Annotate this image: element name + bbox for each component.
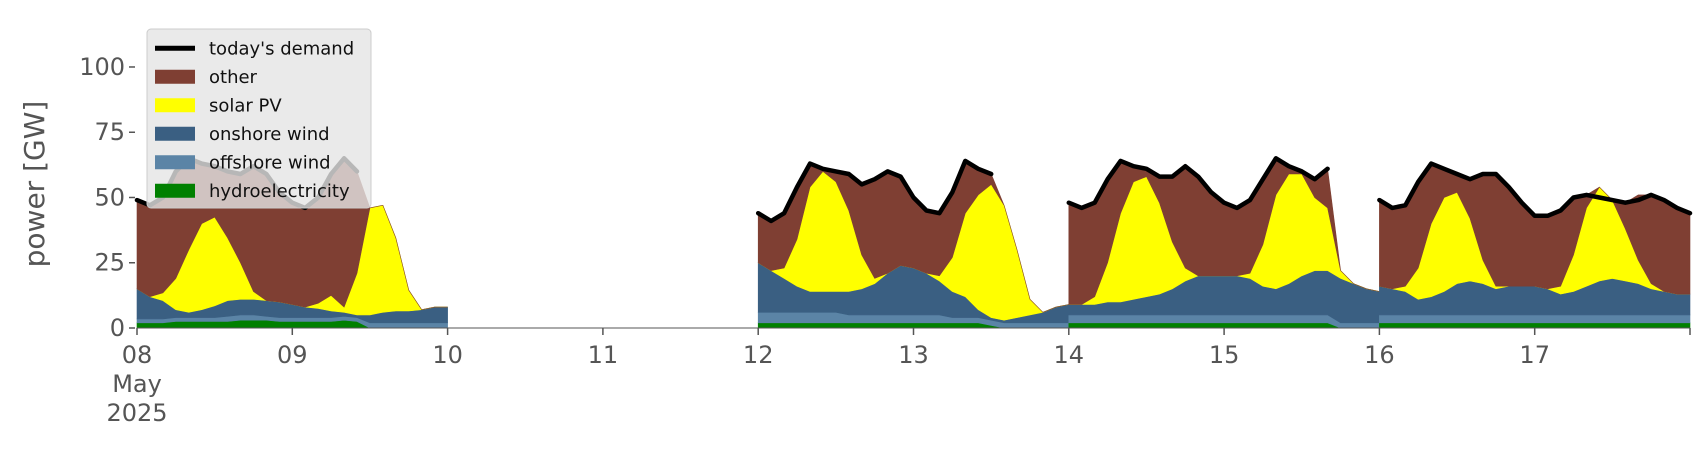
y-tick-label-25: 25	[94, 249, 125, 277]
x-tick-label-11: 11	[588, 341, 619, 369]
y-tick-label-100: 100	[79, 53, 125, 81]
y-tick-label-50: 50	[94, 183, 125, 211]
x-tick-year-label: 2025	[106, 399, 167, 427]
legend-swatch-solar-pv	[155, 98, 195, 113]
legend: today's demand other solar PV onshore wind o…	[146, 28, 372, 209]
legend-label-onshore-wind: onshore wind	[209, 124, 330, 145]
area-hydroelectricity-segment-4	[1379, 322, 1691, 329]
x-tick-label-12: 12	[743, 341, 774, 369]
legend-swatch-onshore-wind	[155, 126, 195, 141]
demand-line-segment-3	[1066, 156, 1330, 211]
y-tick-label-75: 75	[94, 118, 125, 146]
legend-swatch-other	[155, 69, 195, 84]
legend-swatch-hydroelectricity	[155, 183, 195, 198]
legend-label-offshore-wind: offshore wind	[209, 152, 331, 173]
x-tick-label-08: 08	[122, 341, 153, 369]
legend-label-other: other	[209, 67, 258, 88]
x-tick-label-17: 17	[1519, 341, 1550, 369]
legend-label-today-s-demand: today's demand	[209, 38, 354, 59]
x-tick-label-13: 13	[898, 341, 929, 369]
x-tick-label-09: 09	[277, 341, 308, 369]
x-tick-label-10: 10	[432, 341, 463, 369]
stacked-areas	[136, 157, 1691, 329]
x-tick-label-15: 15	[1209, 341, 1240, 369]
x-tick-label-16: 16	[1364, 341, 1395, 369]
legend-frame	[146, 28, 372, 209]
y-tick-label-0: 0	[110, 314, 125, 342]
legend-label-solar-pv: solar PV	[209, 95, 282, 116]
x-tick-month-label: May	[112, 370, 162, 398]
demand-line-segment-2	[755, 158, 994, 224]
area-offshore-wind-segment-4	[1379, 314, 1691, 324]
x-tick-label-14: 14	[1054, 341, 1085, 369]
legend-swatch-offshore-wind	[155, 155, 195, 170]
demand-line-segment-4	[1377, 161, 1693, 219]
legend-label-hydroelectricity: hydroelectricity	[209, 181, 350, 202]
y-axis-label: power [GW]	[18, 101, 51, 268]
